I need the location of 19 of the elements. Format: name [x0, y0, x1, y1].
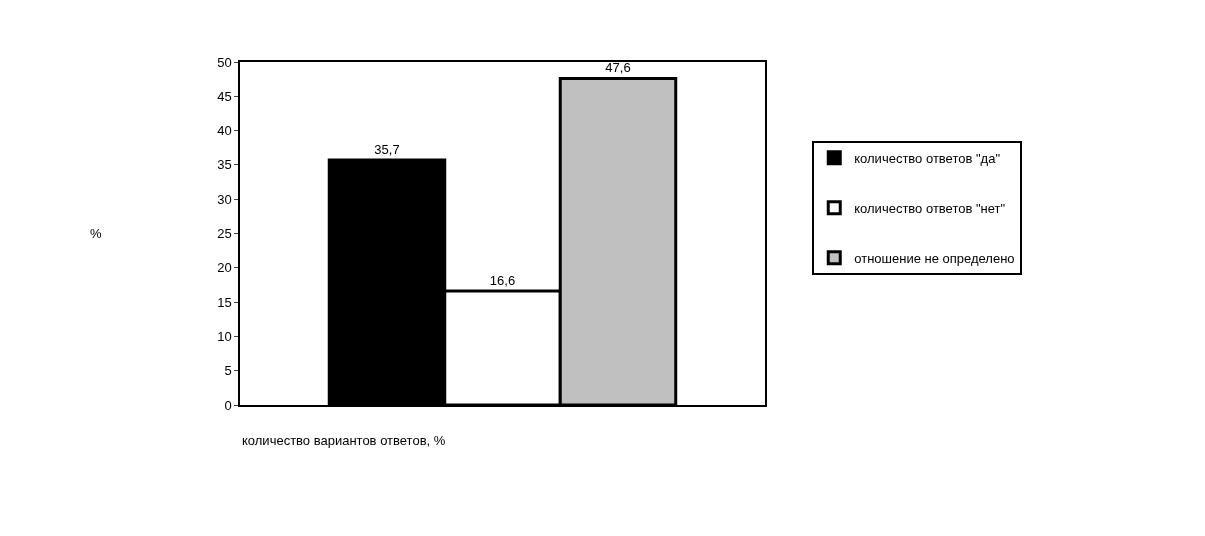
y-tick-label: 15 [217, 294, 232, 310]
y-tick-label: 5 [224, 363, 232, 379]
y-tick-label: 40 [217, 123, 232, 139]
data-label: 47,6 [605, 60, 631, 76]
text: % [90, 226, 102, 241]
y-tick-label: 25 [217, 226, 232, 242]
data-label: 35,7 [374, 142, 400, 158]
legend-label: количество ответов "да" [854, 150, 1001, 166]
legend-label: количество ответов "нет" [854, 200, 1006, 216]
y-tick-label: 10 [217, 328, 232, 344]
y-tick-label: 0 [224, 397, 232, 413]
y-tick-label: 30 [217, 191, 232, 207]
y-tick-label: 45 [217, 88, 232, 104]
y-tick-label: 35 [217, 157, 232, 173]
x-axis-title: количество вариантов ответов, % [242, 433, 446, 448]
y-tick-label: 50 [217, 54, 232, 70]
legend-label: отношение не определено [854, 250, 1015, 266]
data-label: 16,6 [489, 273, 516, 289]
y-tick-label: 20 [217, 260, 232, 276]
